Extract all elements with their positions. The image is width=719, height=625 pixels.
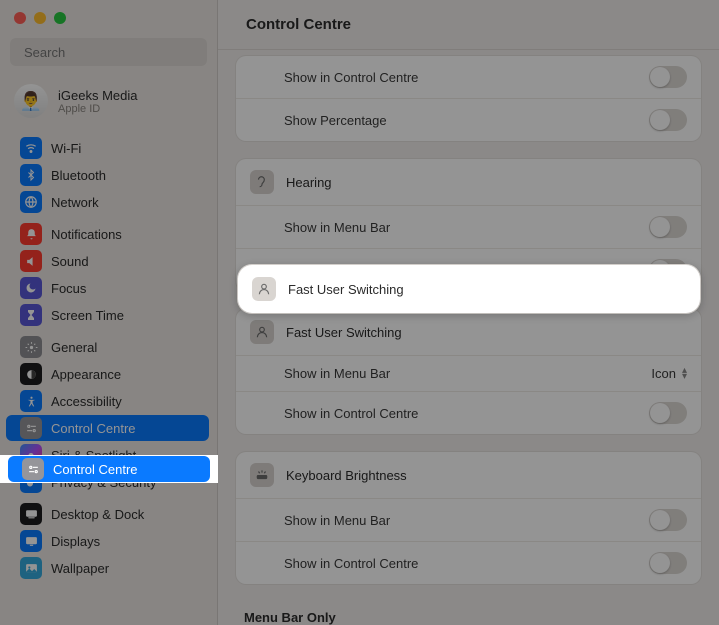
sidebar-item-control-centre[interactable]: Control Centre: [8, 456, 210, 482]
sidebar-group-alerts: Notifications Sound Focus Screen Time: [0, 218, 215, 331]
sidebar-item-control-centre[interactable]: Control Centre: [6, 415, 209, 441]
sidebar-item-label: Wallpaper: [51, 561, 109, 576]
sidebar: 👨‍💼 iGeeks Media Apple ID Wi-Fi Bluetoot…: [0, 0, 218, 625]
section-title: Hearing: [286, 175, 332, 190]
sidebar-item-label: Sound: [51, 254, 89, 269]
row-label: Show in Menu Bar: [284, 220, 390, 235]
avatar: 👨‍💼: [14, 84, 48, 118]
search-field[interactable]: [10, 38, 207, 66]
row-show-menubar: Show in Menu Bar Icon ▴▾: [236, 355, 701, 391]
sidebar-item-label: Control Centre: [51, 421, 136, 436]
sidebar-item-label: Screen Time: [51, 308, 124, 323]
gear-icon: [20, 336, 42, 358]
toggle[interactable]: [649, 552, 687, 574]
section-title: Keyboard Brightness: [286, 468, 407, 483]
sidebar-item-displays[interactable]: Displays: [6, 528, 209, 554]
sidebar-item-label: Network: [51, 195, 99, 210]
wallpaper-icon: [20, 557, 42, 579]
sidebar-item-label: Appearance: [51, 367, 121, 382]
hourglass-icon: [20, 304, 42, 326]
menu-bar-only-heading: Menu Bar Only: [236, 602, 701, 625]
section-battery-tail: Show in Control Centre Show Percentage: [236, 56, 701, 141]
control-centre-icon: [22, 458, 44, 480]
toggle[interactable]: [649, 66, 687, 88]
row-label: Show in Control Centre: [284, 556, 418, 571]
section-title: Fast User Switching: [288, 282, 404, 297]
account-row[interactable]: 👨‍💼 iGeeks Media Apple ID: [0, 76, 215, 132]
row-label: Show Percentage: [284, 113, 387, 128]
sidebar-item-label: Accessibility: [51, 394, 122, 409]
ear-icon: [250, 170, 274, 194]
account-sub: Apple ID: [58, 103, 137, 115]
row-label: Show in Control Centre: [284, 70, 418, 85]
row-label: Show in Menu Bar: [284, 366, 390, 381]
toggle[interactable]: [649, 402, 687, 424]
menubar-mode-select[interactable]: Icon ▴▾: [651, 366, 687, 381]
sidebar-item-wallpaper[interactable]: Wallpaper: [6, 555, 209, 581]
moon-icon: [20, 277, 42, 299]
dock-icon: [20, 503, 42, 525]
sidebar-item-accessibility[interactable]: Accessibility: [6, 388, 209, 414]
keyboard-brightness-icon: [250, 463, 274, 487]
sidebar-item-label: Wi-Fi: [51, 141, 81, 156]
sidebar-item-label: Desktop & Dock: [51, 507, 144, 522]
row-show-menubar: Show in Menu Bar: [236, 205, 701, 248]
sidebar-item-screentime[interactable]: Screen Time: [6, 302, 209, 328]
sidebar-item-bluetooth[interactable]: Bluetooth: [6, 162, 209, 188]
select-value: Icon: [651, 366, 676, 381]
bell-icon: [20, 223, 42, 245]
page-title: Control Centre: [218, 0, 719, 50]
highlight-fast-user-switching: Fast User Switching: [238, 265, 700, 313]
row-show-in-cc: Show in Control Centre: [236, 391, 701, 434]
accessibility-icon: [20, 390, 42, 412]
sidebar-group-desktop: Desktop & Dock Displays Wallpaper: [0, 498, 215, 584]
search-input[interactable]: [24, 45, 200, 60]
sound-icon: [20, 250, 42, 272]
account-name: iGeeks Media: [58, 88, 137, 103]
close-icon[interactable]: [14, 12, 26, 24]
sidebar-item-notifications[interactable]: Notifications: [6, 221, 209, 247]
appearance-icon: [20, 363, 42, 385]
toggle[interactable]: [649, 216, 687, 238]
row-show-percentage: Show Percentage: [236, 98, 701, 141]
row-show-in-cc: Show in Control Centre: [236, 56, 701, 98]
control-centre-icon: [20, 417, 42, 439]
wifi-icon: [20, 137, 42, 159]
sidebar-item-label: Bluetooth: [51, 168, 106, 183]
section-title: Fast User Switching: [286, 325, 402, 340]
section-keyboard-brightness: Keyboard Brightness Show in Menu Bar Sho…: [236, 452, 701, 584]
sidebar-item-general[interactable]: General: [6, 334, 209, 360]
sidebar-group-network: Wi-Fi Bluetooth Network: [0, 132, 215, 218]
user-switch-icon: [252, 277, 276, 301]
zoom-icon[interactable]: [54, 12, 66, 24]
sidebar-item-network[interactable]: Network: [6, 189, 209, 215]
row-label: Show in Control Centre: [284, 406, 418, 421]
sidebar-item-label: Notifications: [51, 227, 122, 242]
globe-icon: [20, 191, 42, 213]
user-switch-icon: [250, 320, 274, 344]
sidebar-item-label: Control Centre: [53, 462, 138, 477]
window-controls: [0, 0, 217, 32]
sidebar-item-label: General: [51, 340, 97, 355]
sidebar-item-label: Displays: [51, 534, 100, 549]
content-scroll[interactable]: Show in Control Centre Show Percentage H…: [218, 50, 719, 625]
row-show-in-cc: Show in Control Centre: [236, 541, 701, 584]
toggle[interactable]: [649, 509, 687, 531]
display-icon: [20, 530, 42, 552]
bluetooth-icon: [20, 164, 42, 186]
row-show-menubar: Show in Menu Bar: [236, 498, 701, 541]
sidebar-item-focus[interactable]: Focus: [6, 275, 209, 301]
sidebar-item-label: Focus: [51, 281, 86, 296]
sidebar-item-appearance[interactable]: Appearance: [6, 361, 209, 387]
sidebar-scroll[interactable]: 👨‍💼 iGeeks Media Apple ID Wi-Fi Bluetoot…: [0, 76, 217, 625]
chevron-updown-icon: ▴▾: [682, 368, 687, 380]
sidebar-item-desktop-dock[interactable]: Desktop & Dock: [6, 501, 209, 527]
sidebar-item-sound[interactable]: Sound: [6, 248, 209, 274]
minimize-icon[interactable]: [34, 12, 46, 24]
section-fast-user-switching: Fast User Switching Show in Menu Bar Ico…: [236, 309, 701, 434]
row-label: Show in Menu Bar: [284, 513, 390, 528]
highlight-sidebar-control-centre: Control Centre: [4, 455, 214, 483]
toggle[interactable]: [649, 109, 687, 131]
sidebar-item-wifi[interactable]: Wi-Fi: [6, 135, 209, 161]
